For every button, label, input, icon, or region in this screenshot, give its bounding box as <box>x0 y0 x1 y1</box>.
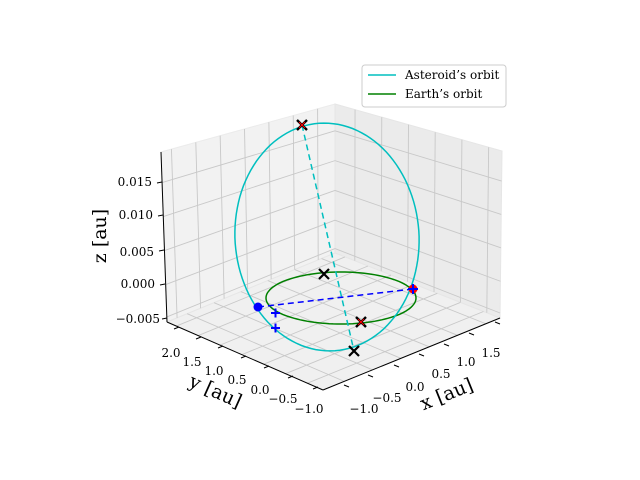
legend-label-asteroid: Asteroid’s orbit <box>404 68 499 82</box>
tick-mark <box>393 364 400 368</box>
grid-line <box>267 280 430 348</box>
tick-mark <box>443 343 450 347</box>
grid-line <box>166 248 336 318</box>
series-asteroid-orbit <box>234 122 420 352</box>
tick-mark <box>161 317 168 320</box>
grid-line <box>307 311 484 384</box>
x-tick-label: 1.5 <box>481 346 500 360</box>
grid-line <box>292 115 296 270</box>
tick-mark <box>312 386 319 390</box>
grid-line <box>219 135 225 299</box>
z-axis-label: z [au] <box>89 209 111 263</box>
grid-line <box>294 269 458 336</box>
grid-line <box>170 149 178 318</box>
z-tick-label: 0.005 <box>120 245 154 259</box>
grid-line <box>163 160 336 218</box>
grid-line <box>486 147 490 313</box>
grid-line <box>241 283 415 356</box>
y-tick-label: 2.0 <box>161 346 180 360</box>
x-tick-label: 0.0 <box>405 380 424 394</box>
tick-mark <box>159 283 166 286</box>
grid-line <box>186 313 345 382</box>
tick-mark <box>158 249 165 252</box>
marker-x-black <box>348 345 360 357</box>
marker-plus-blue <box>271 308 280 318</box>
grid-line <box>433 132 436 293</box>
grid-line <box>334 160 502 215</box>
z-axis-line <box>160 151 168 323</box>
marker-x-black <box>318 268 330 280</box>
grid-line <box>380 117 383 272</box>
tick-mark <box>173 326 180 330</box>
x-tick-label: −1.0 <box>349 402 378 416</box>
marker-x-black-red <box>355 316 367 328</box>
dashed-line-cyan <box>301 124 355 352</box>
x-axis-line <box>322 317 501 391</box>
grid-line <box>195 142 202 309</box>
x-tick-label: 1.0 <box>456 355 475 369</box>
marker-blue-dot <box>253 302 263 312</box>
tick-mark <box>263 365 270 369</box>
tick-mark <box>240 355 247 359</box>
grid-line <box>334 219 501 282</box>
grid-line <box>263 292 438 365</box>
grid-line <box>161 130 336 184</box>
series-earth-orbit <box>265 271 417 325</box>
tick-mark <box>418 353 425 357</box>
grid-line <box>176 256 346 327</box>
y-tick-label: 0.0 <box>250 383 269 397</box>
marker-x-black-red <box>296 119 308 131</box>
tick-mark <box>343 384 350 388</box>
tick-mark <box>287 375 294 379</box>
y-tick-label: −1.0 <box>294 402 323 416</box>
legend: Asteroid’s orbit Earth’s orbit <box>361 64 507 108</box>
y-tick-label: 0.5 <box>227 373 246 387</box>
x-tick-label: −0.5 <box>372 391 401 405</box>
grid-line <box>268 122 272 280</box>
grid-line <box>459 139 463 303</box>
tick-mark <box>468 332 475 336</box>
grid-line <box>164 189 336 252</box>
z-tick-label: 0.015 <box>118 175 152 189</box>
grid-line <box>321 258 487 325</box>
x-tick-label: 0.5 <box>431 367 450 381</box>
grid-line <box>219 274 392 346</box>
legend-label-earth: Earth’s orbit <box>405 87 482 101</box>
grid-lines <box>161 108 502 384</box>
tick-mark <box>367 374 374 378</box>
dashed-line-blue <box>257 288 414 308</box>
z-tick-label: 0.000 <box>121 277 155 291</box>
grid-line <box>213 302 373 371</box>
grid-line <box>334 130 502 182</box>
marker-plus-blue <box>408 284 418 294</box>
y-tick-label: 1.5 <box>182 355 201 369</box>
tick-mark <box>156 181 163 184</box>
grid-line <box>165 219 336 286</box>
tick-mark <box>195 336 202 340</box>
tick-marks <box>156 181 501 390</box>
grid-line <box>198 265 369 337</box>
grid-line <box>407 124 409 282</box>
y-tick-label: 1.0 <box>204 364 223 378</box>
grid-line <box>244 128 249 289</box>
grid-line <box>334 248 501 314</box>
marker-plus-blue <box>271 323 280 333</box>
grid-line <box>317 108 319 260</box>
z-tick-label: −0.005 <box>116 312 160 326</box>
tick-mark <box>494 321 501 325</box>
y-tick-label: −0.5 <box>268 392 297 406</box>
tick-mark <box>217 345 224 349</box>
tick-mark <box>157 214 164 217</box>
z-tick-label: 0.010 <box>119 208 153 222</box>
